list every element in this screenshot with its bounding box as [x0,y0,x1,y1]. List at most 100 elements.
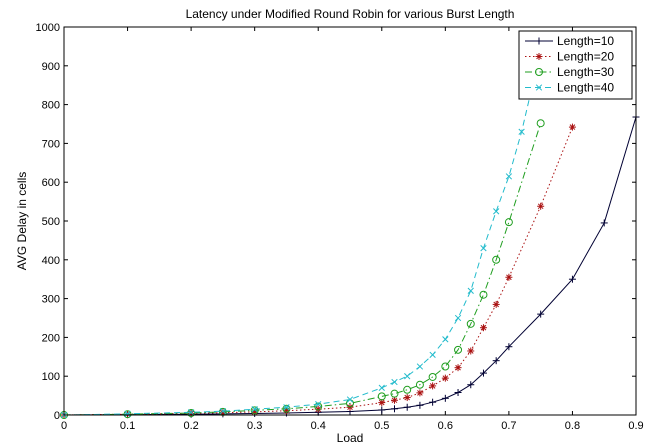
data-point [441,362,450,371]
x-tick-label: 0.7 [501,420,516,432]
legend-label: Length=20 [557,50,614,64]
series-1 [60,113,640,419]
x-tick-label: 0.3 [247,420,262,432]
legend-item: Length=40 [525,81,614,95]
data-point [466,319,475,328]
data-point [535,53,543,60]
data-point [314,402,323,411]
data-point [479,324,487,332]
data-point [416,401,424,409]
x-tick-label: 0.1 [120,420,135,432]
x-tick-label: 0.4 [311,420,326,432]
data-point [467,381,475,389]
series-line [63,126,573,416]
x-tick-label: 0.9 [628,420,643,432]
legend-item: Length=10 [525,34,614,48]
data-point [390,389,399,398]
series-3 [60,119,545,419]
data-point [404,373,411,380]
data-point [429,398,437,406]
data-point [441,374,449,382]
data-point [537,202,545,210]
y-tick-label: 800 [42,100,60,112]
data-point [315,400,322,408]
data-point [428,372,437,381]
y-tick-label: 100 [42,371,60,383]
data-point [454,364,462,372]
x-tick-label: 0.8 [565,420,580,432]
x-tick-label: 0 [61,420,67,432]
y-tick-label: 600 [42,177,60,189]
data-point [568,275,576,283]
data-point [479,290,488,299]
series-line [63,123,542,416]
data-point [346,396,354,403]
data-point [442,336,449,343]
data-point [377,392,386,401]
data-point [535,68,543,76]
data-point [454,314,462,322]
legend-label: Length=40 [557,81,614,95]
data-point [505,173,513,180]
y-tick-label: 500 [42,216,60,228]
y-tick-label: 300 [42,294,60,306]
data-point [467,347,475,355]
data-point [390,396,398,404]
data-point [518,128,525,135]
data-point [251,406,258,413]
data-point [282,404,291,413]
data-point [219,407,227,415]
data-point [600,219,608,227]
legend-item: Length=30 [525,65,614,79]
x-tick-label: 0.6 [438,420,453,432]
data-point [535,84,543,91]
chart-title: Latency under Modified Round Robin for v… [186,7,515,21]
data-point [415,380,424,389]
data-point [467,287,474,294]
data-point [283,404,290,411]
series-layer [60,74,640,419]
y-tick-label: 900 [42,61,60,73]
data-point [403,385,412,394]
data-point [454,345,463,354]
data-point [378,384,385,391]
data-point [504,218,513,227]
x-axis-label: Load [337,431,364,445]
x-tick-label: 0.2 [183,420,198,432]
data-point [429,351,436,359]
data-point [492,357,500,365]
series-2 [60,123,576,419]
data-point [492,255,501,264]
data-point [187,409,196,418]
data-point [403,394,411,402]
axis-ticks: 0 0.1 0.2 0.3 0.4 0.5 0.6 0.7 0.8 0.9 0 100 200 300 40… [36,22,644,432]
legend-label: Length=30 [557,65,614,79]
data-point [390,405,398,413]
data-point [441,394,449,402]
data-point [480,245,487,252]
data-point [536,119,545,128]
series-4 [60,74,538,419]
data-point [479,369,487,377]
data-point [492,300,500,308]
series-line [63,116,637,416]
data-point [568,123,576,131]
y-tick-label: 700 [42,138,60,150]
y-tick-label: 1000 [36,22,60,34]
x-tick-label: 0.5 [374,420,389,432]
data-point [493,208,500,215]
data-point [124,410,131,417]
legend-item: Length=20 [525,50,614,64]
y-tick-label: 200 [42,332,60,344]
data-point [505,343,513,351]
data-point [535,37,543,45]
series-line [63,77,535,416]
data-point [403,403,411,411]
data-point [391,378,398,386]
y-axis-label: AVG Delay in cells [15,172,29,270]
data-point [187,409,195,416]
data-point [416,389,424,397]
plot-area-frame [63,26,637,416]
